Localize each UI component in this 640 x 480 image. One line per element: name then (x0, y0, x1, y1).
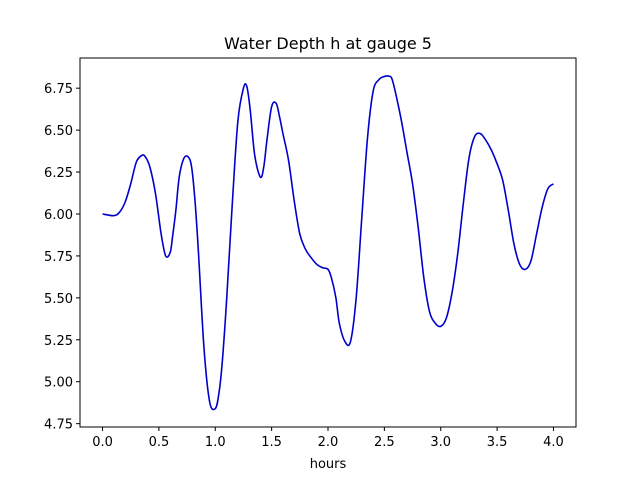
x-tick-label: 2.5 (374, 435, 395, 450)
y-tick-label: 6.50 (44, 124, 73, 139)
y-tick-label: 6.75 (44, 82, 73, 97)
axes-frame (79, 57, 577, 428)
x-axis-label: hours (310, 457, 347, 472)
x-tick-label: 0.5 (149, 435, 170, 450)
x-tick-label: 1.0 (205, 435, 226, 450)
y-axis-ticks: 4.75 5.00 5.25 5.50 5.75 6.00 6.25 6.50 6.75 (44, 82, 80, 433)
x-tick-label: 3.5 (487, 435, 508, 450)
y-tick-label: 5.25 (44, 334, 73, 349)
y-tick-label: 5.50 (44, 292, 73, 307)
y-tick-label: 4.75 (44, 418, 73, 433)
x-tick-label: 1.5 (261, 435, 282, 450)
y-tick-label: 6.25 (44, 166, 73, 181)
plot-area (102, 75, 554, 411)
y-tick-label: 6.00 (44, 208, 73, 223)
chart-title: Water Depth h at gauge 5 (224, 34, 432, 53)
x-tick-label: 2.0 (318, 435, 339, 450)
x-tick-label: 3.0 (430, 435, 451, 450)
x-tick-label: 0.0 (92, 435, 113, 450)
water-depth-series-line (102, 75, 554, 411)
x-tick-label: 4.0 (543, 435, 564, 450)
x-axis-ticks: 0.0 0.5 1.0 1.5 2.0 2.5 3.0 3.5 4.0 (92, 427, 564, 450)
y-tick-label: 5.75 (44, 250, 73, 265)
y-tick-label: 5.00 (44, 376, 73, 391)
